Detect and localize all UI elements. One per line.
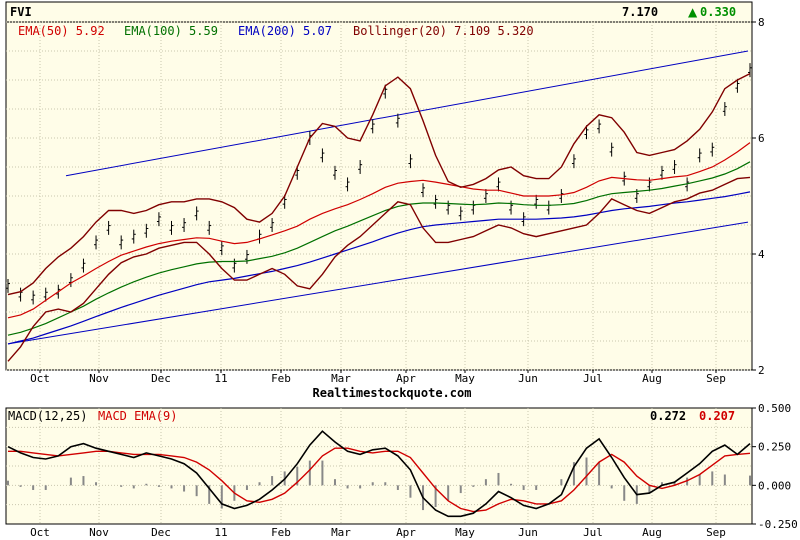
main-x-tick-labels: Oct Nov Dec 11 Feb Mar Apr May Jun Jul Aug Sep	[30, 370, 726, 385]
macd-x-tick-label: May	[455, 526, 475, 539]
macd-x-tick-label: Apr	[396, 526, 416, 539]
main-x-tick-label: Jun	[518, 372, 538, 385]
macd-y-tick-label: -0.250	[758, 518, 798, 531]
ema200-series-line	[7, 191, 751, 345]
bollinger-lower-line	[7, 176, 751, 362]
macd-x-tick-labels: Oct Nov Dec 11 Feb Mar Apr May Jun Jul Aug Sep	[30, 526, 726, 539]
macd-legend-signal: MACD EMA(9)	[98, 409, 177, 423]
bollinger-upper-line	[7, 72, 751, 296]
main-y-tick-label: 8	[758, 16, 765, 29]
macd-x-tick-label: Sep	[706, 526, 726, 539]
macd-x-tick-label: Feb	[271, 526, 291, 539]
main-x-tick-label: Dec	[151, 372, 171, 385]
ema100-series-line	[7, 161, 751, 336]
main-y-tick-label: 2	[758, 364, 765, 377]
macd-y-tick-labels: 0.500 0.250 0.000 -0.250	[752, 402, 798, 531]
main-series	[6, 50, 752, 362]
macd-y-tick-label: 0.000	[758, 479, 791, 492]
macd-x-tick-label: Nov	[89, 526, 109, 539]
macd-series	[7, 430, 751, 518]
macd-signal-line	[8, 447, 751, 513]
main-x-tick-label: Apr	[396, 372, 416, 385]
macd-x-tick-label: Aug	[642, 526, 662, 539]
macd-panel: Oct Nov Dec 11 Feb Mar Apr May Jun Jul Aug Sep 0.50…	[5, 402, 798, 539]
main-x-tick-label: Mar	[331, 372, 351, 385]
macd-grid	[6, 408, 752, 524]
macd-current-value: 0.272	[650, 409, 686, 423]
macd-legend-macd: MACD(12,25)	[8, 409, 87, 423]
legend-ema200: EMA(200) 5.07	[238, 24, 332, 38]
main-x-tick-label: 11	[214, 372, 227, 385]
main-x-tick-label: Oct	[30, 372, 50, 385]
main-x-tick-label: Sep	[706, 372, 726, 385]
macd-y-tick-label: 0.250	[758, 441, 791, 454]
main-x-tick-label: May	[455, 372, 475, 385]
change-up-icon: ▲	[688, 5, 698, 19]
macd-y-tick-label: 0.500	[758, 402, 791, 415]
macd-x-tick-label: Jul	[583, 526, 603, 539]
main-x-tick-label: Jul	[583, 372, 603, 385]
main-x-tick-label: Feb	[271, 372, 291, 385]
main-y-tick-label: 6	[758, 132, 765, 145]
price-change: 0.330	[700, 5, 736, 19]
last-price: 7.170	[622, 5, 658, 19]
macd-signal-value: 0.207	[699, 409, 735, 423]
macd-line	[7, 430, 751, 518]
macd-x-tick-label: Mar	[331, 526, 351, 539]
main-x-tick-label: Aug	[642, 372, 662, 385]
x-axis-source-label: Realtimestockquote.com	[313, 386, 472, 400]
macd-x-tick-label: Oct	[30, 526, 50, 539]
macd-x-tick-label: Jun	[518, 526, 538, 539]
legend-bollinger: Bollinger(20) 7.109 5.320	[353, 24, 534, 38]
main-panel: Oct Nov Dec 11 Feb Mar Apr May Jun Jul Aug Sep 2 4 6 8…	[5, 1, 765, 400]
main-y-tick-label: 4	[758, 248, 765, 261]
legend-ema100: EMA(100) 5.59	[124, 24, 218, 38]
ema50-series-line	[7, 142, 751, 319]
macd-x-tick-label: 11	[214, 526, 227, 539]
main-title: FVI	[10, 5, 32, 19]
trend-channel-lower	[7, 221, 749, 345]
legend-ema50: EMA(50) 5.92	[18, 24, 105, 38]
main-x-tick-label: Nov	[89, 372, 109, 385]
main-y-tick-labels: 2 4 6 8	[752, 16, 765, 377]
trend-channel-upper	[65, 50, 749, 177]
macd-x-tick-label: Dec	[151, 526, 171, 539]
